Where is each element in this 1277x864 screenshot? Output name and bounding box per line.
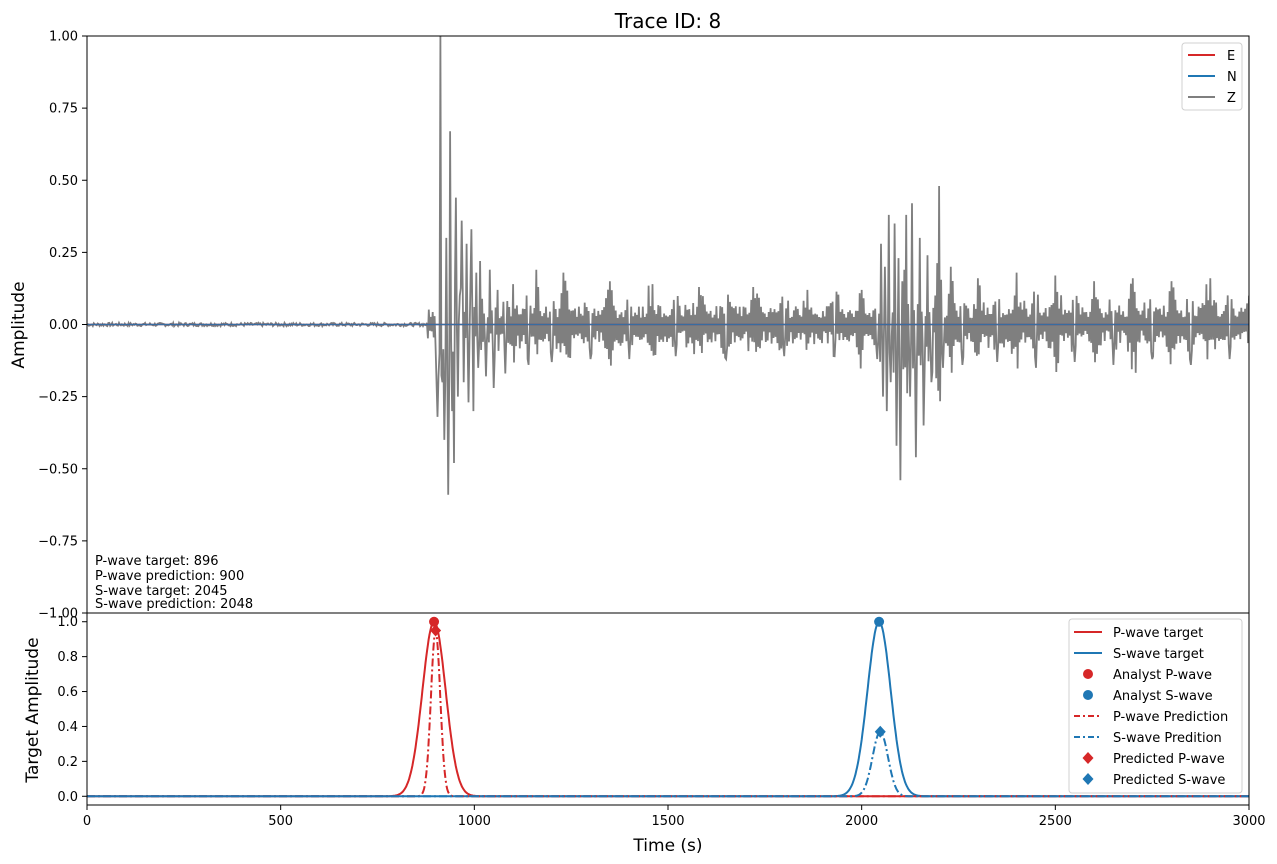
target-y-tick-label: 0.0 xyxy=(57,790,78,805)
target-y-axis-label: Target Amplitude xyxy=(23,637,43,783)
waveform-series-group xyxy=(87,36,1249,495)
target-legend-box xyxy=(1068,618,1243,794)
legend-label-s-wave-predition: S-wave Predition xyxy=(1113,731,1222,746)
s-wave-target-annotation: S-wave target: 2045 xyxy=(95,584,228,599)
target-marker-predicted-s-wave xyxy=(874,725,886,738)
waveform-annotations: P-wave target: 896 P-wave prediction: 90… xyxy=(95,554,253,612)
target-y-tick-label: 0.2 xyxy=(57,755,78,770)
target-panel: 0.0 0.2 0.4 0.6 0.8 1.0 0 500 1000 1500 2000 2500 3… xyxy=(23,612,1266,856)
legend-label-predicted-p-wave: Predicted P-wave xyxy=(1113,752,1225,767)
waveform-plot-area xyxy=(87,36,1249,495)
waveform-y-ticks: −1.00 −0.75 −0.50 −0.25 0.00 0.25 0.50 0.75 1.00 xyxy=(38,30,87,622)
legend-swatch-predicted-p-wave xyxy=(1082,752,1094,764)
waveform-y-tick-label: −0.75 xyxy=(38,534,78,549)
legend-label-z: Z xyxy=(1227,91,1236,106)
target-series-s-wave-predition xyxy=(87,730,1249,798)
legend-label-e: E xyxy=(1227,49,1235,64)
target-series-group xyxy=(87,616,1249,798)
p-wave-prediction-annotation: P-wave prediction: 900 xyxy=(95,569,244,584)
target-x-tick-label: 2000 xyxy=(845,814,878,829)
target-y-tick-label: 0.8 xyxy=(57,650,78,665)
waveform-legend: ENZ xyxy=(1181,42,1243,111)
p-wave-target-annotation: P-wave target: 896 xyxy=(95,554,219,569)
waveform-y-tick-label: 0.25 xyxy=(49,246,78,261)
target-marker-analyst-s-wave xyxy=(874,616,885,627)
legend-swatch-analyst-s-wave xyxy=(1083,690,1093,700)
waveform-y-tick-label: 0.00 xyxy=(49,318,78,333)
legend-label-analyst-p-wave: Analyst P-wave xyxy=(1113,668,1212,683)
target-marker-analyst-p-wave xyxy=(429,616,440,627)
target-x-tick-label: 2500 xyxy=(1039,814,1072,829)
target-x-ticks: 0 500 1000 1500 2000 2500 3000 xyxy=(83,805,1266,829)
target-y-ticks: 0.0 0.2 0.4 0.6 0.8 1.0 xyxy=(57,615,87,805)
legend-label-s-wave-target: S-wave target xyxy=(1113,647,1204,662)
legend-swatch-predicted-s-wave xyxy=(1082,773,1094,785)
target-y-tick-label: 0.4 xyxy=(57,720,78,735)
legend-label-n: N xyxy=(1227,70,1237,85)
waveform-y-axis-label: Amplitude xyxy=(9,281,29,368)
target-x-tick-label: 3000 xyxy=(1232,814,1265,829)
target-x-tick-label: 1000 xyxy=(458,814,491,829)
waveform-y-tick-label: −0.50 xyxy=(38,462,78,477)
target-marker-predicted-p-wave xyxy=(430,624,442,637)
target-legend: P-wave target S-wave target Analyst P-wave… xyxy=(1068,618,1243,794)
target-x-tick-label: 0 xyxy=(83,814,91,829)
legend-swatch-analyst-p-wave xyxy=(1083,669,1093,679)
waveform-panel: −1.00 −0.75 −0.50 −0.25 0.00 0.25 0.50 0.75 1.00… xyxy=(9,30,1250,622)
target-y-tick-label: 0.6 xyxy=(57,685,78,700)
target-x-axis-label: Time (s) xyxy=(632,836,702,856)
waveform-y-tick-label: −1.00 xyxy=(38,607,78,622)
waveform-y-tick-label: 1.00 xyxy=(49,30,78,45)
target-y-tick-label: 1.0 xyxy=(57,615,78,630)
waveform-series-z xyxy=(87,36,1249,495)
legend-label-predicted-s-wave: Predicted S-wave xyxy=(1113,773,1225,788)
waveform-y-tick-label: 0.50 xyxy=(49,174,78,189)
target-plot-area xyxy=(87,616,1249,798)
waveform-y-tick-label: −0.25 xyxy=(38,390,78,405)
target-x-tick-label: 500 xyxy=(268,814,293,829)
legend-label-analyst-s-wave: Analyst S-wave xyxy=(1113,689,1213,704)
target-x-tick-label: 1500 xyxy=(651,814,684,829)
figure-title: Trace ID: 8 xyxy=(614,9,722,33)
legend-label-p-wave-prediction: P-wave Prediction xyxy=(1113,710,1228,725)
legend-label-p-wave-target: P-wave target xyxy=(1113,626,1203,641)
waveform-y-tick-label: 0.75 xyxy=(49,102,78,117)
s-wave-prediction-annotation: S-wave prediction: 2048 xyxy=(95,597,253,612)
